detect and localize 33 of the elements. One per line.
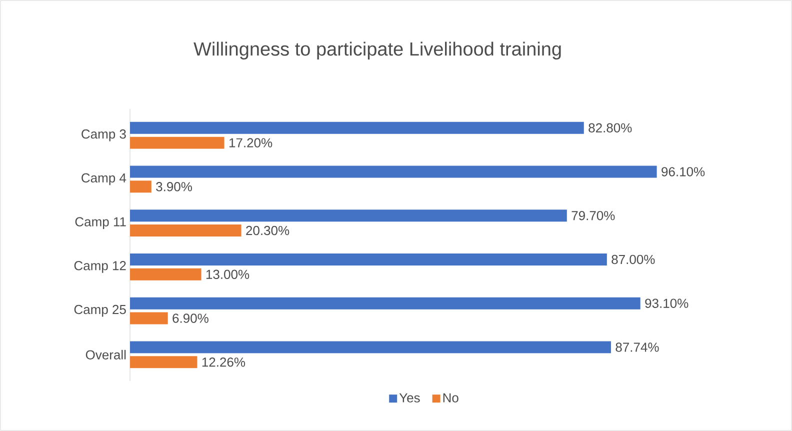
data-label: 13.00% bbox=[206, 270, 250, 279]
legend-label: Yes bbox=[399, 393, 420, 402]
y-tick-label: Camp 11 bbox=[75, 217, 126, 229]
data-label: 6.90% bbox=[172, 314, 208, 323]
bar bbox=[130, 122, 584, 134]
data-label: 87.00% bbox=[612, 254, 655, 264]
bar bbox=[130, 136, 224, 149]
y-tick-label: Overall bbox=[86, 350, 126, 360]
bar bbox=[130, 166, 657, 178]
data-label: 87.74% bbox=[616, 342, 659, 352]
chart-title: Willingness to participate Livelihood training bbox=[194, 42, 561, 60]
bar bbox=[130, 341, 611, 354]
legend-label: No bbox=[443, 393, 458, 402]
data-label: 17.20% bbox=[229, 138, 272, 148]
data-label: 96.10% bbox=[662, 167, 705, 176]
bar bbox=[130, 312, 168, 324]
data-label: 79.70% bbox=[572, 211, 615, 220]
bar bbox=[130, 210, 567, 222]
bar bbox=[130, 254, 607, 266]
y-tick-label: Camp 4 bbox=[82, 173, 126, 186]
y-tick-label: Camp 3 bbox=[82, 129, 126, 142]
data-label: 12.26% bbox=[202, 358, 246, 367]
y-tick-label: Camp 12 bbox=[74, 261, 126, 273]
bar bbox=[130, 297, 640, 310]
bar bbox=[130, 356, 198, 368]
data-label: 3.90% bbox=[156, 182, 192, 192]
bar bbox=[130, 268, 202, 280]
y-tick-label: Camp 25 bbox=[74, 304, 126, 317]
bar bbox=[130, 224, 242, 236]
data-label: 93.10% bbox=[645, 298, 688, 308]
data-label: 82.80% bbox=[588, 123, 632, 132]
bar bbox=[130, 180, 152, 193]
data-label: 20.30% bbox=[246, 226, 290, 236]
